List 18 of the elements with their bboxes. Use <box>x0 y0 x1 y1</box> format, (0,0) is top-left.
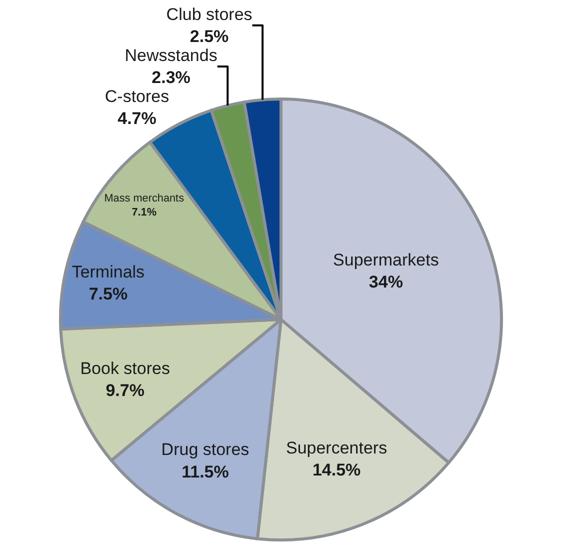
data-label: 14.5% <box>312 460 361 480</box>
data-label: 2.5% <box>190 26 229 46</box>
data-label: 11.5% <box>182 462 229 482</box>
data-label: 7.1% <box>132 206 157 219</box>
data-label: 9.7% <box>106 381 144 400</box>
slice-label: Club stores <box>166 4 252 24</box>
slice-label: Terminals <box>72 262 145 282</box>
slice-label: Supercenters <box>286 438 388 458</box>
slice-label: Book stores <box>80 359 170 378</box>
slice-label: Drug stores <box>161 440 250 460</box>
slice-label: Mass merchants <box>104 192 185 204</box>
slice-label: Newsstands <box>124 46 218 65</box>
slice-label: C-stores <box>104 87 170 106</box>
data-label: 34% <box>368 272 403 292</box>
data-label: 2.3% <box>152 68 190 88</box>
data-label: 7.5% <box>88 284 128 304</box>
slice-label: Supermarkets <box>333 250 439 270</box>
data-label: 4.7% <box>118 109 156 128</box>
